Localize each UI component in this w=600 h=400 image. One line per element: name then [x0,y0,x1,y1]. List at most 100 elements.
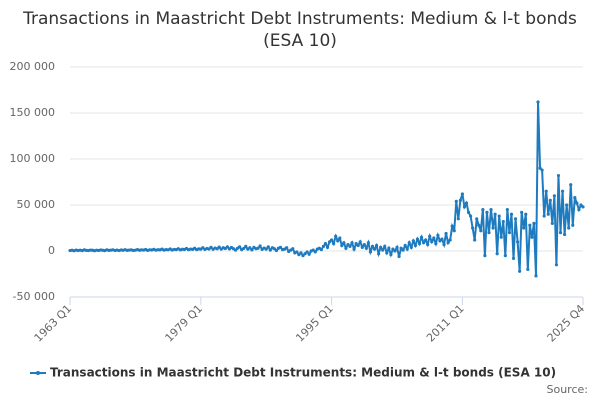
point [348,244,352,248]
point [454,199,458,203]
point [372,247,377,251]
point [546,212,550,216]
x-tick-label: 1979 Q1 [163,302,206,345]
point [274,248,279,253]
point [391,247,395,251]
point [477,223,481,227]
y-tick-label: 0 [48,244,55,257]
point [325,245,330,249]
point [493,212,497,216]
point [495,252,499,256]
point [301,254,305,258]
point [460,192,465,196]
point [258,244,262,248]
point [554,263,559,267]
point [497,214,501,218]
point [233,248,238,252]
point [403,243,407,248]
point [558,231,563,235]
point [285,246,289,250]
point [393,249,397,253]
point [536,100,540,104]
point [266,245,270,249]
point [401,248,405,252]
point [264,247,268,251]
chart-title: Transactions in Maastricht Debt Instrume… [23,9,577,51]
x-tick-label: 1995 Q1 [293,302,336,345]
point [483,254,487,258]
point [426,242,430,247]
point [381,248,385,252]
point [511,256,516,260]
point [340,243,344,248]
point [528,223,532,227]
point [481,208,485,212]
point [338,236,342,240]
point [327,240,332,244]
point [491,226,495,230]
point [383,244,387,248]
point [364,246,368,250]
point [450,224,454,228]
point [238,245,242,249]
point [225,245,229,249]
point [421,241,426,245]
point [434,242,438,246]
point [442,242,446,247]
point [569,183,573,187]
point [571,223,575,227]
point [424,238,428,242]
point [581,205,585,209]
point [515,240,520,244]
point [518,269,522,273]
point [217,245,221,249]
y-tick-label: 50 000 [17,198,56,211]
point [209,245,213,249]
point [532,221,536,225]
point [556,173,561,178]
point [346,242,350,247]
point [552,194,556,198]
point [538,166,542,170]
x-tick-label: 2025 Q4 [545,302,588,345]
point [250,248,254,252]
point [575,201,579,205]
point [565,203,569,207]
point [542,214,546,218]
point [466,210,471,214]
point [366,241,370,245]
point [415,237,420,241]
point [479,229,483,233]
point [513,217,518,221]
point [489,208,493,212]
point [313,250,317,254]
point [242,246,246,251]
point [577,208,581,212]
point [295,250,299,254]
point [379,245,383,249]
point [389,253,393,257]
point [411,239,415,243]
point [344,246,348,250]
point [334,234,338,238]
legend-label: Transactions in Maastricht Debt Instrume… [50,366,556,380]
point [319,248,323,252]
point [399,246,403,250]
point [530,235,534,239]
x-tick-label: 2011 Q1 [424,302,467,345]
point [550,221,554,225]
point [448,238,452,242]
point [468,214,473,218]
point [487,231,491,235]
point [405,247,409,251]
point [370,244,375,248]
point [342,241,346,245]
point [438,239,442,243]
point [336,239,340,243]
point [485,210,489,214]
point [499,235,503,239]
point [475,217,479,221]
point [330,238,334,242]
